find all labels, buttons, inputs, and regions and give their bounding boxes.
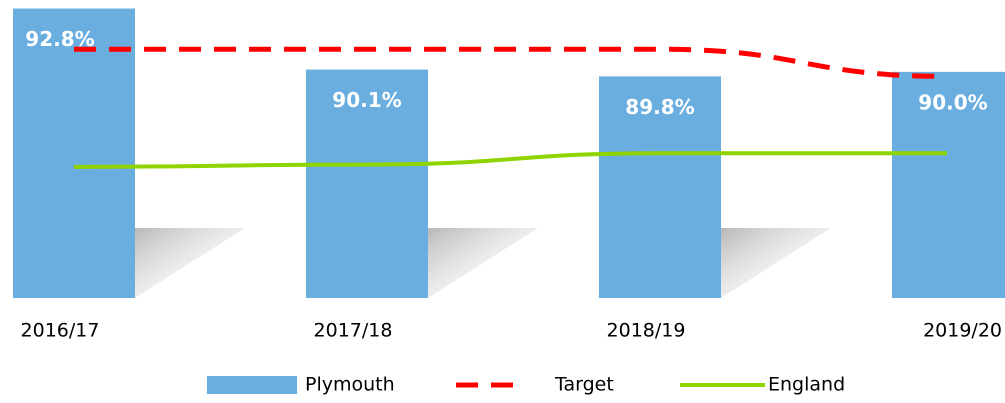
x-tick-label: 2017/18: [314, 320, 393, 342]
x-tick-label: 2016/17: [21, 320, 100, 342]
value-label: 90.0%: [918, 90, 987, 114]
bar-shadow: [721, 228, 831, 298]
value-label: 89.8%: [625, 95, 694, 119]
bar: [599, 76, 721, 298]
x-tick-label: 2018/19: [607, 320, 686, 342]
legend-label: England: [768, 374, 845, 396]
bar: [892, 71, 1005, 298]
bar-shadow: [135, 228, 245, 298]
bar-shadow: [428, 228, 538, 298]
bar: [306, 69, 428, 298]
bar: [13, 8, 135, 299]
line-series: [73, 151, 947, 169]
line-series: [73, 46, 948, 79]
legend-swatch: [207, 376, 297, 394]
legend-label: Target: [554, 374, 614, 396]
legend-label: Plymouth: [305, 374, 395, 396]
value-label: 90.1%: [332, 88, 401, 112]
x-tick-label: 2019/20: [923, 320, 1002, 342]
